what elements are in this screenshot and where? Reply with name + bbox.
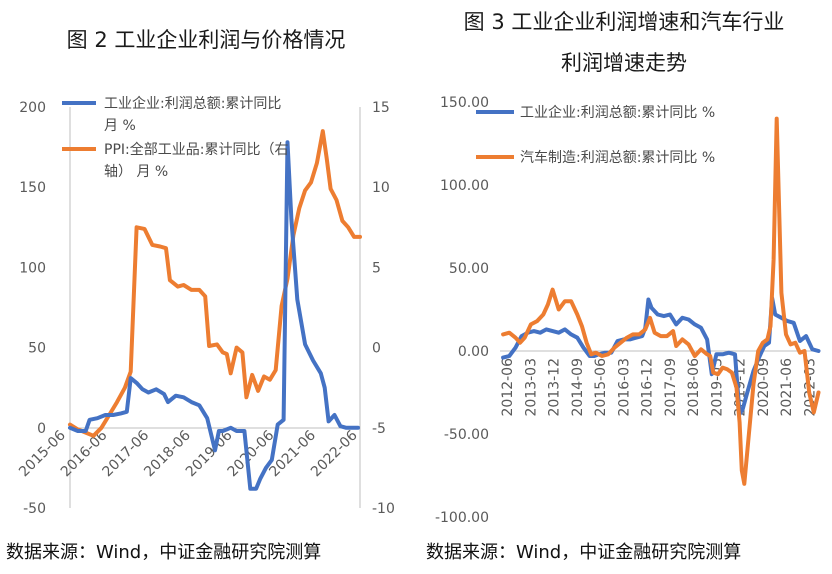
y-tick-label: 150.00 xyxy=(440,95,489,111)
legend-label-profit-1: 工业企业:利润总额:累计同比 xyxy=(104,95,281,112)
y-tick-label: 0 xyxy=(37,421,46,437)
chart-right: 图 3 工业企业利润增速和汽车行业 利润增速走势 150.00 100.00 50.… xyxy=(435,10,821,526)
y-tick-label: 0.00 xyxy=(458,344,489,360)
y2-tick-label: -10 xyxy=(372,501,395,517)
x-tick-label: 2012-06 xyxy=(500,358,516,417)
y-tick-label: -100.00 xyxy=(435,510,489,526)
y2-tick-label: 5 xyxy=(372,260,381,276)
legend-label-auto: 汽车制造:利润总额:累计同比 % xyxy=(520,149,715,166)
y-tick-label: -50 xyxy=(23,501,46,517)
legend-label-ppi-1: PPI:全部工业品:累计同比（右 xyxy=(104,141,288,158)
y-tick-label: 200 xyxy=(19,100,46,116)
chart-left-series xyxy=(68,129,362,491)
chart-right-x-ticks: 2012-06 2013-03 2013-12 2014-09 2015-06 2016-… xyxy=(500,358,818,417)
chart-right-title-line-2: 利润增速走势 xyxy=(561,51,687,75)
chart-right-legend: 工业企业:利润总额:累计同比 % 汽车制造:利润总额:累计同比 % xyxy=(476,104,715,166)
x-tick-label: 2015-06 xyxy=(593,358,609,417)
y2-tick-label: -5 xyxy=(372,421,386,437)
x-tick-label: 2014-09 xyxy=(570,358,586,417)
x-tick-label: 2020-09 xyxy=(756,358,772,417)
x-tick-label: 2022-06 xyxy=(308,427,361,480)
y-tick-label: 100.00 xyxy=(440,178,489,194)
chart-left-legend: 工业企业:利润总额:累计同比 月 % PPI:全部工业品:累计同比（右 轴） 月… xyxy=(62,95,288,180)
y-tick-label: 50 xyxy=(28,341,46,357)
legend-label-ppi-2: 轴） 月 % xyxy=(104,164,168,180)
x-tick-label: 2016-12 xyxy=(640,358,656,417)
x-tick-label: 2016-03 xyxy=(616,358,632,417)
source-note-left: 数据来源：Wind，中证金融研究院测算 xyxy=(6,542,321,563)
chart-left-title: 图 2 工业企业利润与价格情况 xyxy=(67,28,346,52)
y2-tick-label: 0 xyxy=(372,341,381,357)
y2-tick-label: 10 xyxy=(372,180,390,196)
series-line-industry xyxy=(501,295,821,417)
chart-left-x-ticks: 2015-062016-062017-062018-062019-062020-… xyxy=(16,427,361,480)
x-tick-label: 2018-06 xyxy=(686,358,702,417)
y-tick-label: -50.00 xyxy=(444,427,489,443)
series-line-ppi xyxy=(68,129,362,438)
x-tick-label: 2013-03 xyxy=(523,358,539,417)
legend-label-profit-2: 月 % xyxy=(104,118,136,134)
chart-right-y-ticks: 150.00 100.00 50.00 0.00 -50.00 -100.00 xyxy=(435,95,489,526)
source-note-right: 数据来源：Wind，中证金融研究院测算 xyxy=(426,542,741,563)
y-tick-label: 50.00 xyxy=(449,261,489,277)
y-tick-label: 150 xyxy=(19,180,46,196)
x-tick-label: 2017-09 xyxy=(663,358,679,417)
series-line-profit xyxy=(68,140,360,491)
chart-left-y-ticks: 200 150 100 50 0 -50 xyxy=(19,100,46,517)
legend-label-industry: 工业企业:利润总额:累计同比 % xyxy=(520,104,715,121)
y-tick-label: 100 xyxy=(19,260,46,276)
y2-tick-label: 15 xyxy=(372,100,390,116)
chart-left-y2-ticks: 15 10 5 0 -5 -10 xyxy=(372,100,395,517)
x-tick-label: 2021-06 xyxy=(779,358,795,417)
chart-right-title-line-1: 图 3 工业企业利润增速和汽车行业 xyxy=(464,10,785,34)
chart-right-series xyxy=(501,116,821,486)
x-tick-label: 2013-12 xyxy=(547,358,563,417)
series-line-auto xyxy=(501,116,821,486)
